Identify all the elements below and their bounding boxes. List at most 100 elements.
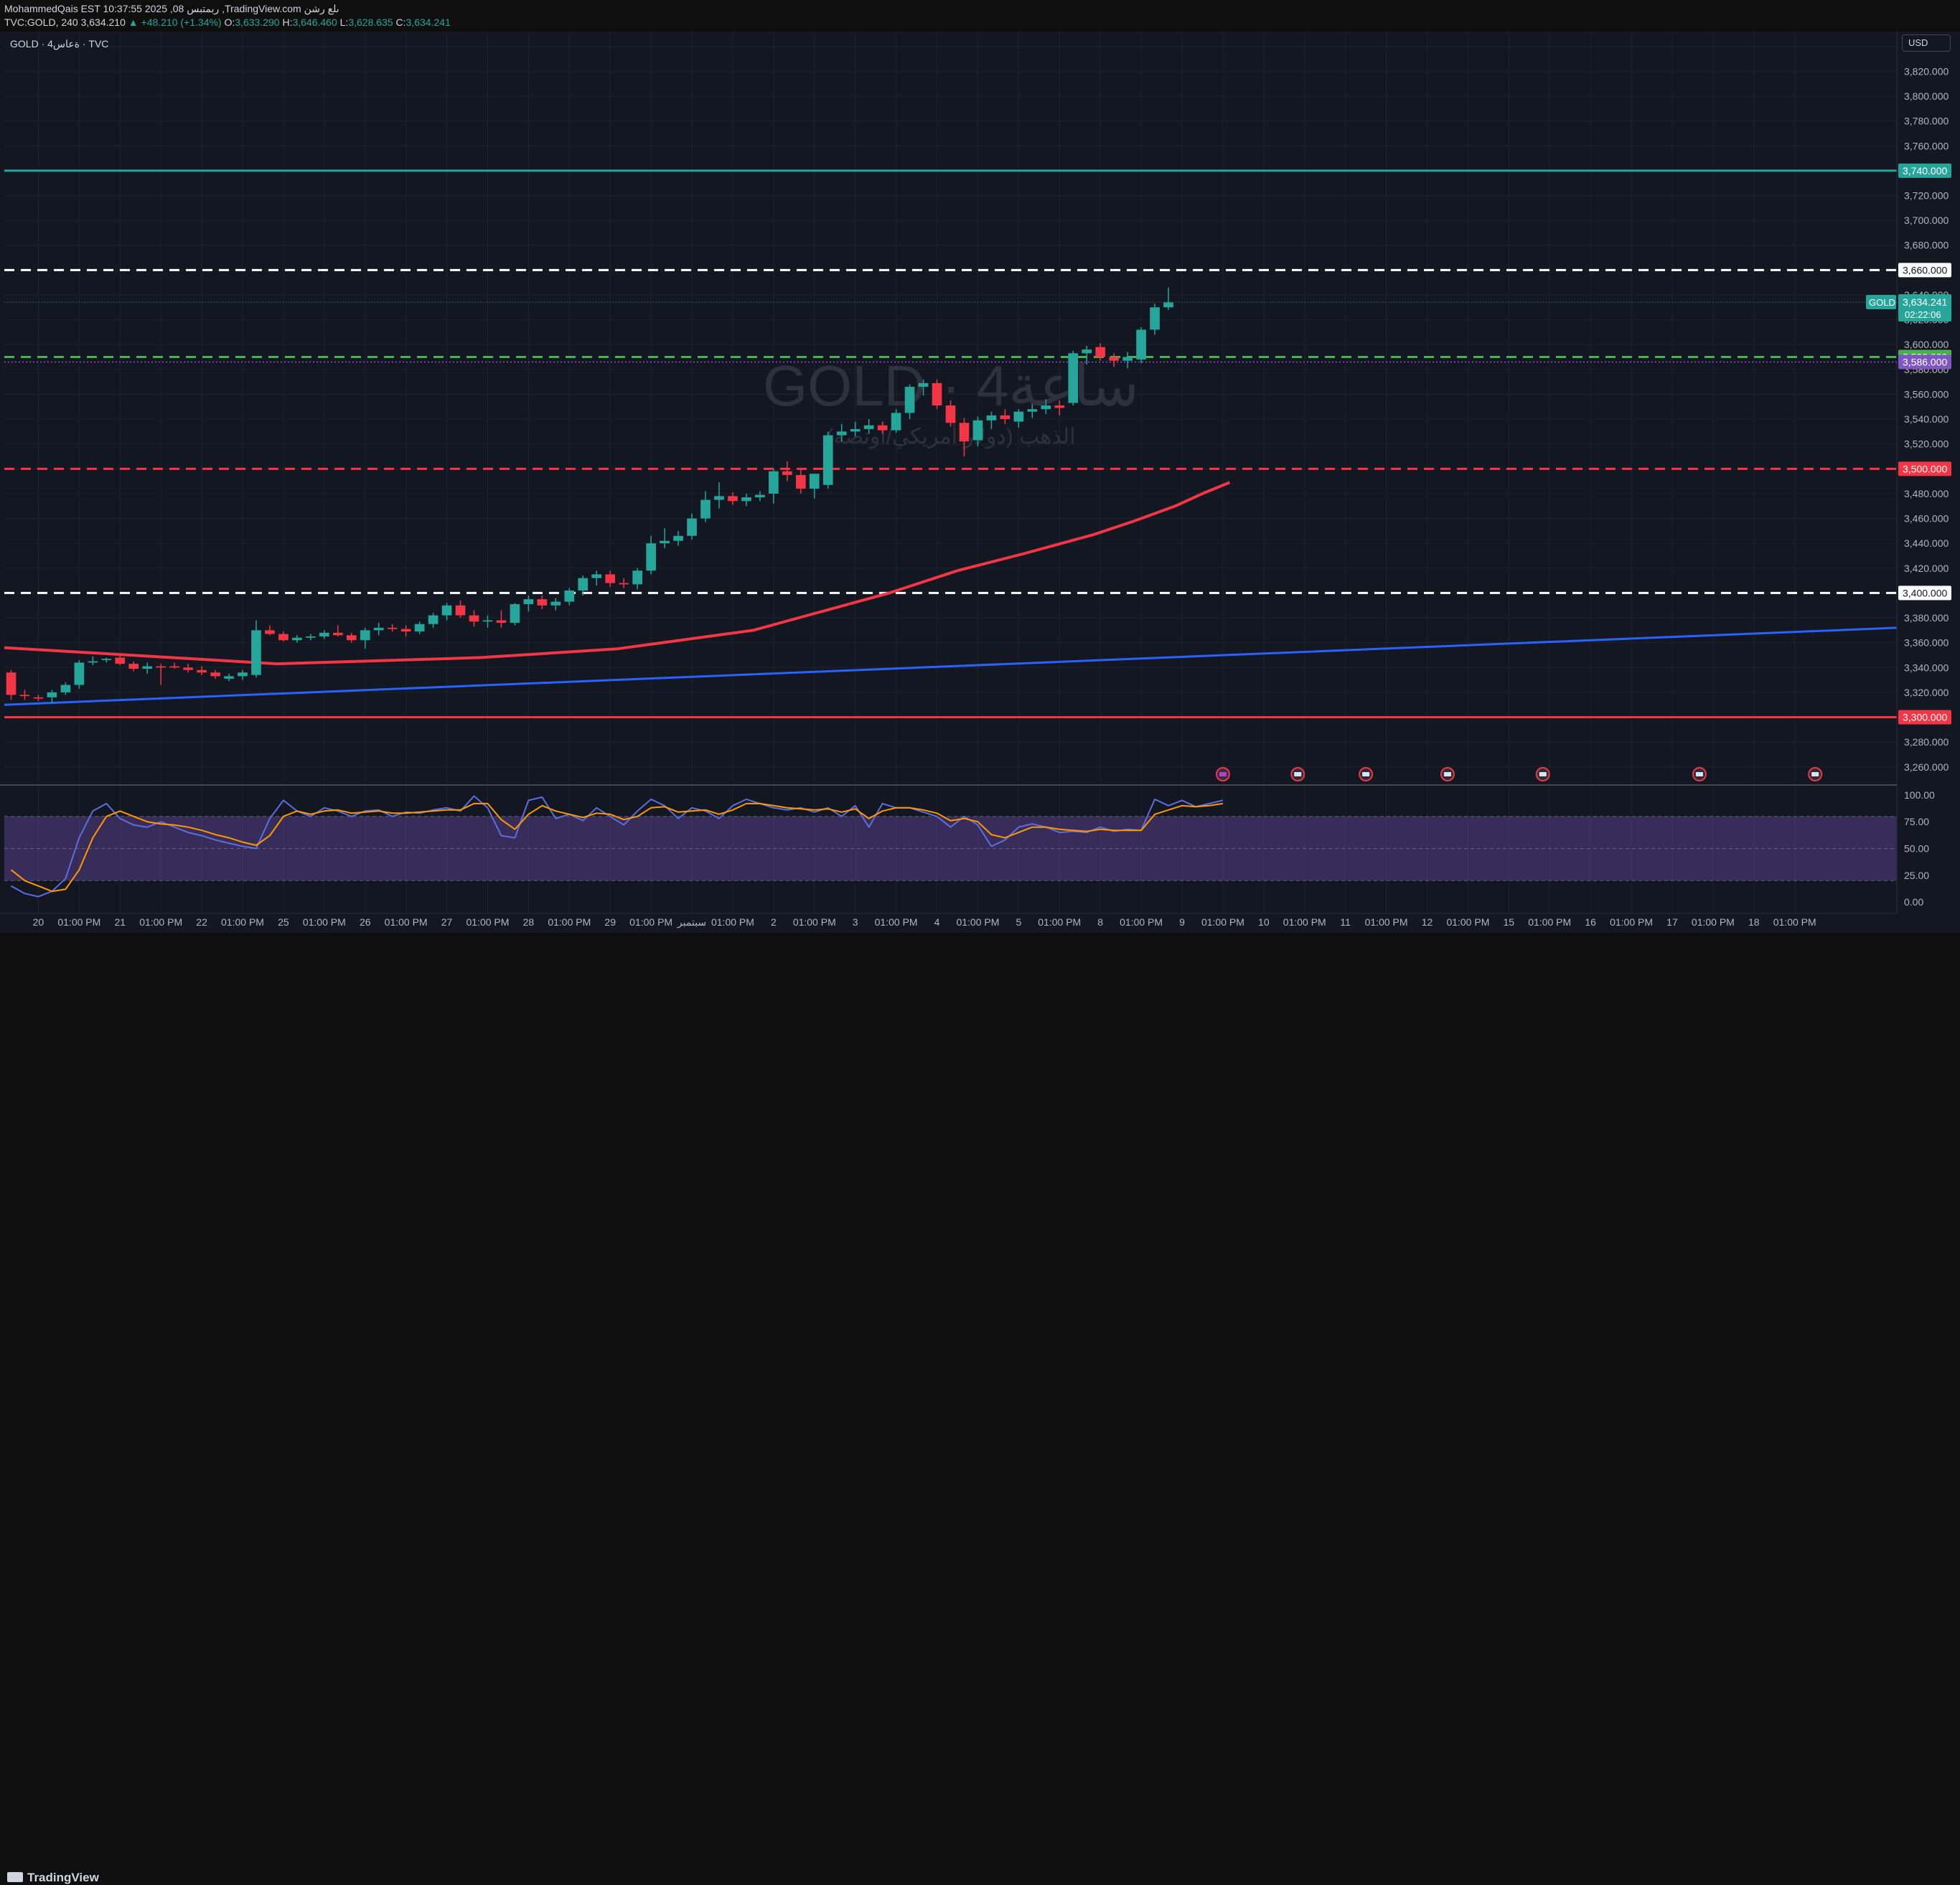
rsi-band — [4, 816, 1897, 881]
time-tick: 3 — [853, 916, 858, 928]
candle-body — [169, 666, 179, 668]
candle-body — [414, 624, 425, 632]
chart-background — [0, 32, 1960, 933]
price-tick: 3,280.000 — [1904, 736, 1949, 748]
level-label: 3,400.000 — [1903, 587, 1947, 598]
price-tick: 3,800.000 — [1904, 90, 1949, 102]
level-label: 3,500.000 — [1903, 463, 1947, 474]
countdown: 02:22:06 — [1905, 309, 1941, 320]
time-tick: 01:00 PM — [1610, 916, 1653, 928]
event-flag — [1695, 772, 1703, 776]
time-tick: 01:00 PM — [139, 916, 182, 928]
candle-body — [469, 615, 479, 622]
price-tick: 3,560.000 — [1904, 388, 1949, 400]
moving-average — [4, 481, 1231, 666]
time-tick: 2 — [771, 916, 777, 928]
candle-body — [1150, 307, 1160, 330]
rsi-tick: 0.00 — [1904, 896, 1923, 908]
candle-body — [795, 474, 806, 489]
event-flag — [1219, 772, 1227, 776]
candle-body — [1054, 405, 1065, 408]
candle-body — [877, 425, 888, 431]
candle-body — [224, 676, 234, 679]
event-flag — [1811, 772, 1819, 776]
candle-body — [346, 635, 357, 641]
time-tick: 5 — [1016, 916, 1021, 928]
time-tick: 01:00 PM — [1365, 916, 1408, 928]
price-tick: 3,600.000 — [1904, 339, 1949, 350]
time-axis[interactable]: 20 01:00 PM 21 01:00 PM 22 01:00 PM 25 01:00 PM… — [0, 913, 1960, 933]
low-label: L: — [339, 17, 349, 28]
candle-body — [128, 664, 139, 669]
candle-body — [632, 570, 642, 585]
time-tick: 01:00 PM — [1283, 916, 1326, 928]
time-tick: 16 — [1585, 916, 1596, 928]
candle-body — [619, 583, 629, 585]
symbol-tag: GOLD — [1869, 297, 1895, 308]
time-tick: 9 — [1179, 916, 1185, 928]
candle-body — [88, 661, 98, 663]
price-axis-bg — [1897, 32, 1960, 933]
candle-body — [197, 669, 207, 673]
price-tick: 3,420.000 — [1904, 563, 1949, 574]
price-change: ▲ +48.210 (+1.34%) — [128, 17, 222, 28]
candle-body — [306, 636, 316, 638]
tradingview-logo[interactable]: TradingView — [7, 1871, 99, 1885]
candle-body — [741, 497, 751, 502]
candle-body — [278, 634, 289, 641]
candle-body — [482, 620, 493, 622]
time-tick: 29 — [604, 916, 616, 928]
time-tick: 01:00 PM — [793, 916, 836, 928]
candle-body — [945, 405, 956, 423]
candle-body — [156, 666, 166, 668]
candle-body — [33, 697, 44, 699]
ema-line — [4, 481, 1231, 666]
time-tick: 22 — [196, 916, 207, 928]
candle-body — [183, 667, 193, 670]
price-tick: 3,680.000 — [1904, 240, 1949, 251]
time-tick: 18 — [1748, 916, 1760, 928]
chart-header: MohammedQais EST 10:37:55 2025 ,08 ربمتب… — [0, 0, 1960, 32]
price-tick: 3,520.000 — [1904, 438, 1949, 450]
time-tick: 01:00 PM — [1120, 916, 1163, 928]
candle-body — [510, 604, 520, 623]
candle-body — [986, 415, 997, 420]
time-tick: 01:00 PM — [629, 916, 672, 928]
high-label: H: — [282, 17, 293, 28]
level-label: 3,300.000 — [1903, 712, 1947, 723]
level-label: 3,660.000 — [1903, 264, 1947, 276]
currency-button[interactable]: USD — [1902, 34, 1951, 52]
price-tick: 3,340.000 — [1904, 662, 1949, 673]
candle-body — [822, 435, 833, 485]
candle-body — [1000, 415, 1011, 420]
price-axis[interactable] — [1896, 32, 1960, 933]
candle-body — [700, 499, 711, 519]
candle-body — [387, 627, 398, 629]
candle-body — [115, 657, 126, 664]
candle-body — [1095, 347, 1106, 357]
trendline-path[interactable] — [4, 626, 1898, 706]
time-tick: 01:00 PM — [548, 916, 591, 928]
candle-body — [1027, 409, 1038, 412]
chart-legend[interactable]: GOLD · 4ةعاس · TVC — [10, 38, 109, 50]
time-tick: 11 — [1340, 916, 1351, 928]
price-tick: 3,460.000 — [1904, 513, 1949, 525]
candle-body — [605, 574, 616, 583]
candle-body — [591, 574, 602, 578]
time-tick: 21 — [114, 916, 126, 928]
time-tick: 01:00 PM — [221, 916, 264, 928]
candle-body — [400, 629, 411, 632]
chart-canvas[interactable]: GOLD · 4ساعة الذهب (دولار أمريكي/أونصة) … — [0, 32, 1960, 933]
events[interactable] — [1215, 767, 1823, 781]
candle-body — [809, 474, 820, 489]
time-tick: 01:00 PM — [875, 916, 918, 928]
price-tick: 3,360.000 — [1904, 637, 1949, 649]
footer: TradingView — [0, 933, 1960, 1884]
candle-body — [972, 420, 983, 441]
price-tick: 3,700.000 — [1904, 215, 1949, 226]
candle-body — [578, 578, 589, 591]
trendline[interactable] — [4, 626, 1898, 706]
candle-body — [1122, 357, 1133, 361]
candle-body — [863, 425, 874, 429]
last-price-bg — [1898, 293, 1951, 321]
